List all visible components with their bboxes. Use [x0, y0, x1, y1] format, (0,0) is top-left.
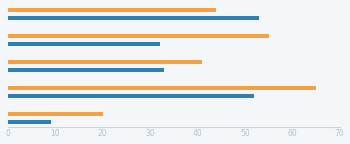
Bar — [8, 34, 268, 38]
Bar — [8, 60, 202, 64]
Bar — [8, 42, 160, 46]
Bar — [8, 120, 51, 124]
Bar — [8, 94, 254, 98]
Bar — [8, 16, 259, 20]
Bar — [8, 86, 316, 90]
Bar — [8, 68, 164, 72]
Bar — [8, 112, 103, 116]
Bar — [8, 8, 216, 12]
